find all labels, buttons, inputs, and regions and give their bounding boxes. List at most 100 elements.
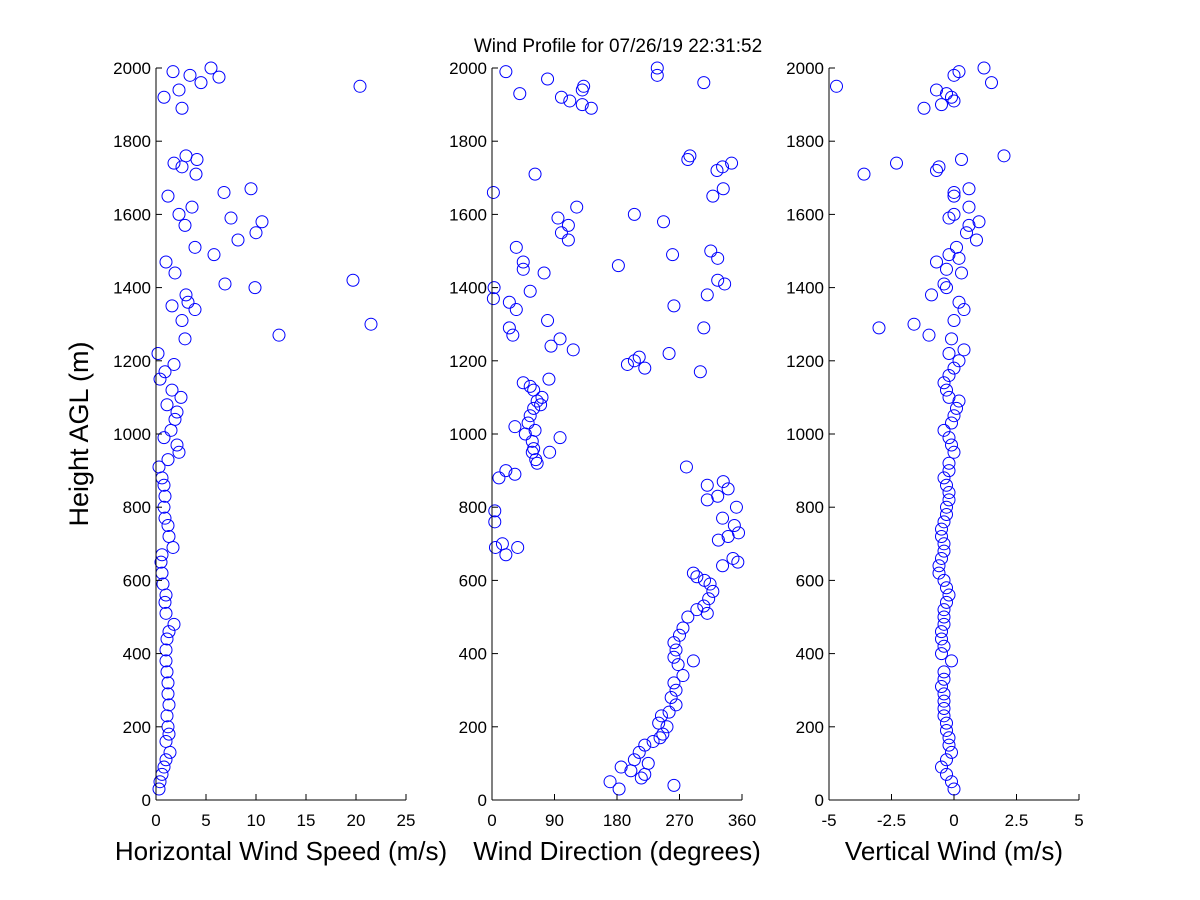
x-tick-label: -5 — [821, 811, 836, 830]
data-point — [930, 83, 943, 97]
data-point — [161, 676, 175, 690]
data-point — [544, 339, 558, 353]
data-point — [529, 453, 543, 467]
data-point — [158, 489, 172, 503]
data-point — [716, 559, 730, 573]
data-point — [711, 273, 725, 287]
data-point — [671, 658, 685, 672]
data-point — [952, 65, 966, 79]
x-tick-label: 0 — [487, 811, 496, 830]
y-tick-label: 1400 — [449, 279, 487, 298]
data-point — [937, 610, 951, 624]
panel-wind-direction: Wind Direction (degrees) 0 90 180 270 360 0 20… — [449, 59, 761, 866]
data-point — [509, 240, 523, 254]
data-point — [957, 343, 971, 357]
data-point — [698, 573, 711, 587]
data-point — [942, 456, 956, 470]
data-point — [570, 200, 584, 214]
data-point — [166, 540, 180, 554]
data-point — [942, 248, 956, 262]
data-point — [972, 215, 986, 229]
data-point — [218, 277, 232, 291]
data-point — [716, 511, 730, 525]
x-tick-label: 20 — [347, 811, 366, 830]
data-point — [711, 533, 725, 547]
data-point — [499, 65, 513, 79]
data-point — [947, 314, 961, 328]
data-point — [952, 354, 966, 368]
data-point — [940, 595, 953, 609]
data-point — [932, 566, 946, 580]
data-point — [962, 200, 976, 214]
x-tick-label: -2.5 — [877, 811, 906, 830]
data-point — [161, 720, 175, 734]
y-tick-label: 1600 — [786, 205, 824, 224]
data-point — [656, 727, 670, 741]
data-point — [935, 529, 948, 543]
data-point — [937, 573, 951, 587]
data-point — [495, 537, 509, 551]
data-point — [922, 328, 936, 342]
data-point — [543, 445, 557, 459]
data-point — [577, 79, 591, 93]
data-point — [940, 262, 953, 276]
data-point — [487, 281, 501, 295]
y-tick-label: 2000 — [786, 59, 824, 78]
data-point — [506, 328, 520, 342]
data-point — [516, 255, 530, 269]
data-point — [157, 431, 171, 445]
data-point — [528, 423, 542, 437]
data-point — [937, 702, 951, 715]
panel-vertical-wind: Vertical Wind (m/s) -5 -2.5 0 2.5 5 0 200 400 60… — [786, 59, 1084, 866]
data-point — [729, 500, 743, 514]
y-tick-label: 1000 — [449, 425, 487, 444]
data-point — [179, 149, 193, 163]
data-point — [721, 482, 735, 496]
data-point — [272, 328, 286, 342]
data-point — [159, 606, 173, 620]
y-tick-label: 1200 — [113, 352, 151, 371]
y-tick-label: 0 — [478, 791, 487, 810]
data-point — [155, 548, 169, 562]
data-point — [955, 266, 968, 280]
data-point — [937, 376, 951, 390]
x-tick-label: 90 — [545, 811, 564, 830]
data-point — [508, 467, 522, 481]
data-point — [175, 314, 189, 328]
data-point — [940, 281, 953, 295]
data-point — [947, 782, 961, 796]
data-point — [676, 669, 690, 683]
data-point — [159, 734, 173, 748]
data-point — [945, 90, 958, 104]
data-point — [627, 207, 641, 221]
data-point — [681, 610, 695, 624]
data-point — [942, 588, 956, 602]
data-point — [725, 156, 739, 170]
data-point — [952, 394, 966, 408]
data-point — [525, 434, 539, 448]
data-point — [527, 442, 541, 456]
data-point — [167, 156, 181, 170]
data-point — [664, 691, 678, 705]
data-point — [700, 288, 714, 302]
data-point — [641, 756, 655, 770]
panel-vertical-wind-marks — [830, 61, 1011, 796]
x-tick-label: 15 — [297, 811, 316, 830]
data-point — [153, 775, 167, 789]
data-point — [950, 401, 963, 415]
data-point — [653, 731, 667, 745]
data-point — [937, 665, 951, 679]
x-tick-label: 180 — [603, 811, 631, 830]
data-point — [957, 303, 971, 317]
data-point — [185, 200, 199, 214]
data-point — [716, 182, 730, 196]
data-point — [175, 101, 189, 115]
data-point — [224, 211, 238, 225]
data-point — [527, 401, 541, 415]
data-point — [164, 423, 178, 437]
panel-vertical-wind-x-label: Vertical Wind (m/s) — [845, 836, 1063, 866]
data-point — [492, 471, 506, 485]
data-point — [620, 357, 634, 371]
data-point — [162, 698, 176, 712]
data-point — [551, 211, 565, 225]
